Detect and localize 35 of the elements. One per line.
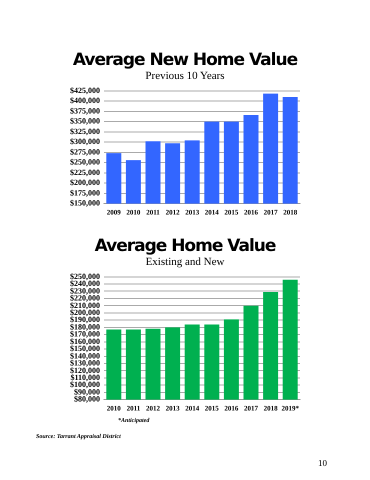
y-tick-label: $325,000 [70,126,100,136]
text: 10 [318,458,328,468]
chart-subtitle: Previous 10 Years [144,70,226,82]
y-tick-label: $240,000 [70,279,100,288]
y-tick-label: $220,000 [70,294,100,303]
y-tick-label: $150,000 [70,344,100,354]
y-tick-label: $140,000 [70,351,100,360]
y-tick-label: $130,000 [70,358,100,368]
y-tick-label: $350,000 [70,116,100,126]
y-tick-label: $110,000 [70,372,100,382]
y-tick-label: $175,000 [70,188,100,198]
chart-title: Average Home Value [94,236,277,256]
chart-title: Average New Home Value [72,50,298,70]
y-tick-label: $230,000 [70,286,100,296]
y-tick-label: $400,000 [70,96,100,106]
y-tick-label: $210,000 [70,300,100,310]
y-tick-label: $250,000 [70,272,100,281]
chart-subtitle: Existing and New [144,256,226,268]
y-tick-label: $375,000 [70,106,100,116]
y-tick-label: $225,000 [70,168,100,177]
y-tick-label: $170,000 [70,330,100,339]
y-tick-label: $190,000 [70,315,100,324]
y-tick-label: $120,000 [70,366,100,375]
y-tick-label: $300,000 [70,137,100,146]
y-tick-label: $150,000 [70,198,100,208]
y-tick-label: $200,000 [70,308,100,317]
y-tick-label: $90,000 [74,387,100,396]
y-tick-label: $250,000 [70,158,100,167]
y-tick-label: $100,000 [70,380,100,390]
y-tick-label: $275,000 [70,147,100,156]
y-tick-label: $180,000 [70,322,100,332]
y-tick-label: $200,000 [70,178,100,188]
y-tick-label: $80,000 [74,394,100,404]
y-tick-label: $160,000 [70,336,100,346]
y-tick-label: $425,000 [70,86,100,95]
